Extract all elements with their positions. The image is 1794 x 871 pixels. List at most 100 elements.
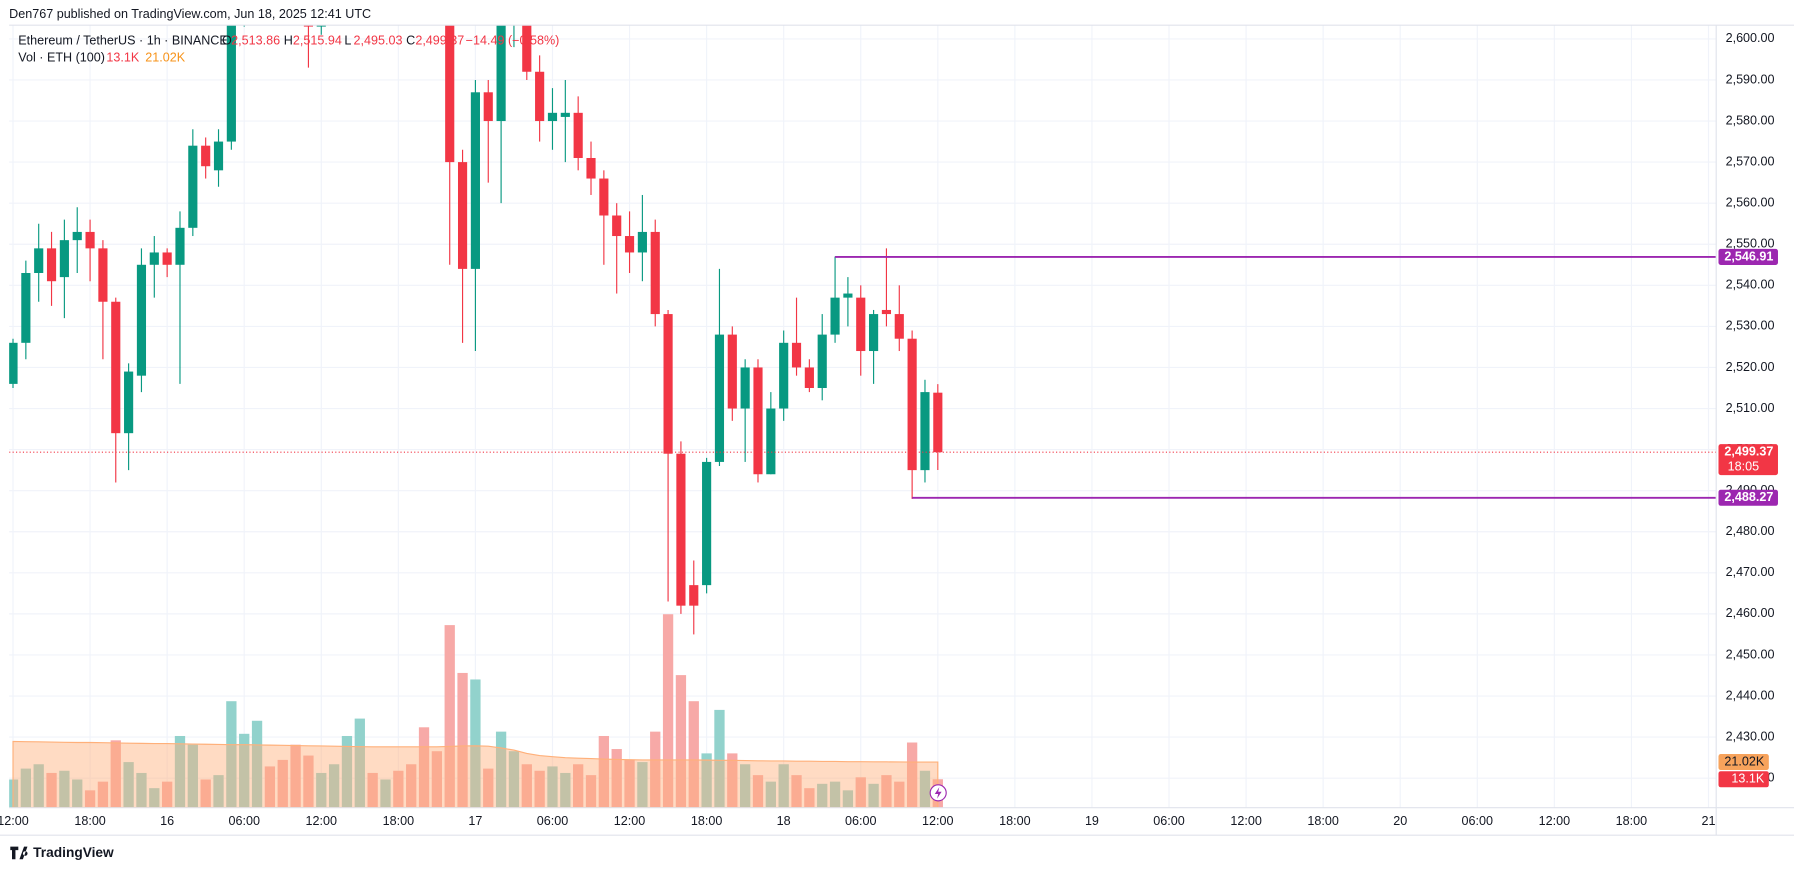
- candle-body: [894, 314, 904, 339]
- candle-body: [316, 25, 326, 27]
- volume-bar: [367, 772, 378, 808]
- volume-bar: [585, 775, 597, 808]
- y-tick-label: 2,590.00: [1726, 72, 1775, 86]
- candle-body: [59, 240, 69, 278]
- x-tick-label: 17: [468, 814, 482, 828]
- volume-tag: [1718, 771, 1769, 788]
- candle-body: [213, 141, 224, 171]
- candle-body: [907, 338, 917, 471]
- candle-body: [920, 392, 930, 471]
- candle-body: [560, 112, 570, 117]
- volume-bar: [277, 759, 288, 808]
- candle-body: [535, 71, 545, 122]
- candle-body: [766, 408, 776, 475]
- x-tick-label: 18: [777, 814, 791, 828]
- volume-bar: [521, 764, 532, 808]
- x-tick-label: 12:00: [0, 814, 29, 828]
- candle-body: [162, 252, 172, 265]
- candle-body: [714, 334, 725, 462]
- candle-body: [804, 367, 814, 388]
- alert-bolt: [934, 787, 942, 799]
- level-label: 2,488.27: [1724, 490, 1773, 504]
- candle-body: [175, 227, 185, 265]
- volume-bar: [303, 755, 314, 808]
- volume-bar: [149, 788, 160, 808]
- volume-bar: [239, 733, 250, 808]
- y-tick-label: 2,530.00: [1726, 319, 1775, 333]
- volume-bar: [200, 779, 211, 808]
- y-tick-label: 2,540.00: [1726, 278, 1775, 292]
- y-tick-label: 2,580.00: [1726, 113, 1775, 127]
- y-tick-label: 2,450.00: [1726, 647, 1775, 661]
- y-tick-label: 2,480.00: [1726, 524, 1775, 538]
- volume-bar: [547, 766, 558, 808]
- volume-bar: [701, 753, 712, 808]
- candle-body: [522, 25, 532, 72]
- volume-bar: [829, 781, 841, 808]
- level-tag: [1718, 489, 1778, 506]
- candle-body: [85, 231, 95, 249]
- volume-bar: [46, 772, 57, 808]
- candle-body: [624, 236, 635, 253]
- x-tick-label: 16: [160, 814, 174, 828]
- volume-bar: [72, 779, 83, 808]
- volume-bar: [752, 775, 764, 808]
- volume-bar: [534, 770, 545, 808]
- volume-bar: [9, 779, 19, 808]
- x-tick-label: 12:00: [614, 814, 645, 828]
- candle-body: [702, 461, 712, 586]
- ohlc-key: L: [344, 34, 351, 48]
- volume-bar: [778, 764, 789, 808]
- candle-body: [496, 25, 506, 122]
- ohlc-value: 2,515.94: [293, 34, 342, 48]
- x-tick-label: 06:00: [228, 814, 259, 828]
- y-tick-label: 2,470.00: [1726, 565, 1775, 579]
- volume-bar: [84, 790, 96, 808]
- volume-bar: [174, 735, 186, 808]
- y-tick-label: 2,460.00: [1726, 606, 1775, 620]
- price-pane: [9, 25, 1717, 635]
- volume-last: 13.1K: [106, 51, 139, 65]
- x-tick-label: 12:00: [1230, 814, 1261, 828]
- volume-bar: [662, 614, 674, 808]
- volume-bar: [881, 775, 892, 808]
- volume-bar: [264, 766, 276, 808]
- volume-bar: [406, 764, 417, 808]
- volume-bar: [341, 735, 353, 808]
- volume-bar: [739, 764, 751, 808]
- header: Den767 published on TradingView.com, Jun…: [9, 7, 371, 21]
- candle-body: [573, 112, 583, 159]
- x-tick-label: 12:00: [922, 814, 953, 828]
- volume-bar: [894, 781, 905, 808]
- x-tick-label: 06:00: [1153, 814, 1184, 828]
- candle-body: [791, 342, 802, 368]
- candle-body: [727, 334, 737, 409]
- candle-body: [111, 301, 121, 434]
- ohlc-value: 2,513.86: [231, 34, 280, 48]
- volume-bar: [598, 735, 610, 808]
- volume-bar: [919, 770, 931, 808]
- volume-bar: [906, 742, 918, 808]
- level-tag: [1718, 248, 1778, 265]
- y-tick-label: 2,510.00: [1726, 401, 1775, 415]
- volume-legend: Vol · ETH (100): [18, 51, 105, 65]
- volume-bar: [213, 775, 224, 808]
- candle-body: [46, 248, 57, 282]
- volume-bar: [316, 772, 327, 808]
- x-tick-label: 18:00: [74, 814, 105, 828]
- countdown: 18:05: [1728, 459, 1759, 473]
- volume-bar: [611, 749, 622, 808]
- x-tick-label: 18:00: [383, 814, 414, 828]
- volume-bar: [483, 768, 494, 808]
- candle-body: [586, 158, 596, 179]
- volume-bar: [650, 731, 661, 808]
- y-tick-label: 2,520.00: [1726, 360, 1775, 374]
- volume-bar: [765, 781, 776, 808]
- volume-bar: [868, 783, 879, 808]
- candle-body: [650, 231, 660, 315]
- candle-body: [34, 248, 44, 273]
- volume-bar: [560, 772, 571, 808]
- candle-body: [9, 342, 18, 384]
- candle-body: [740, 367, 750, 409]
